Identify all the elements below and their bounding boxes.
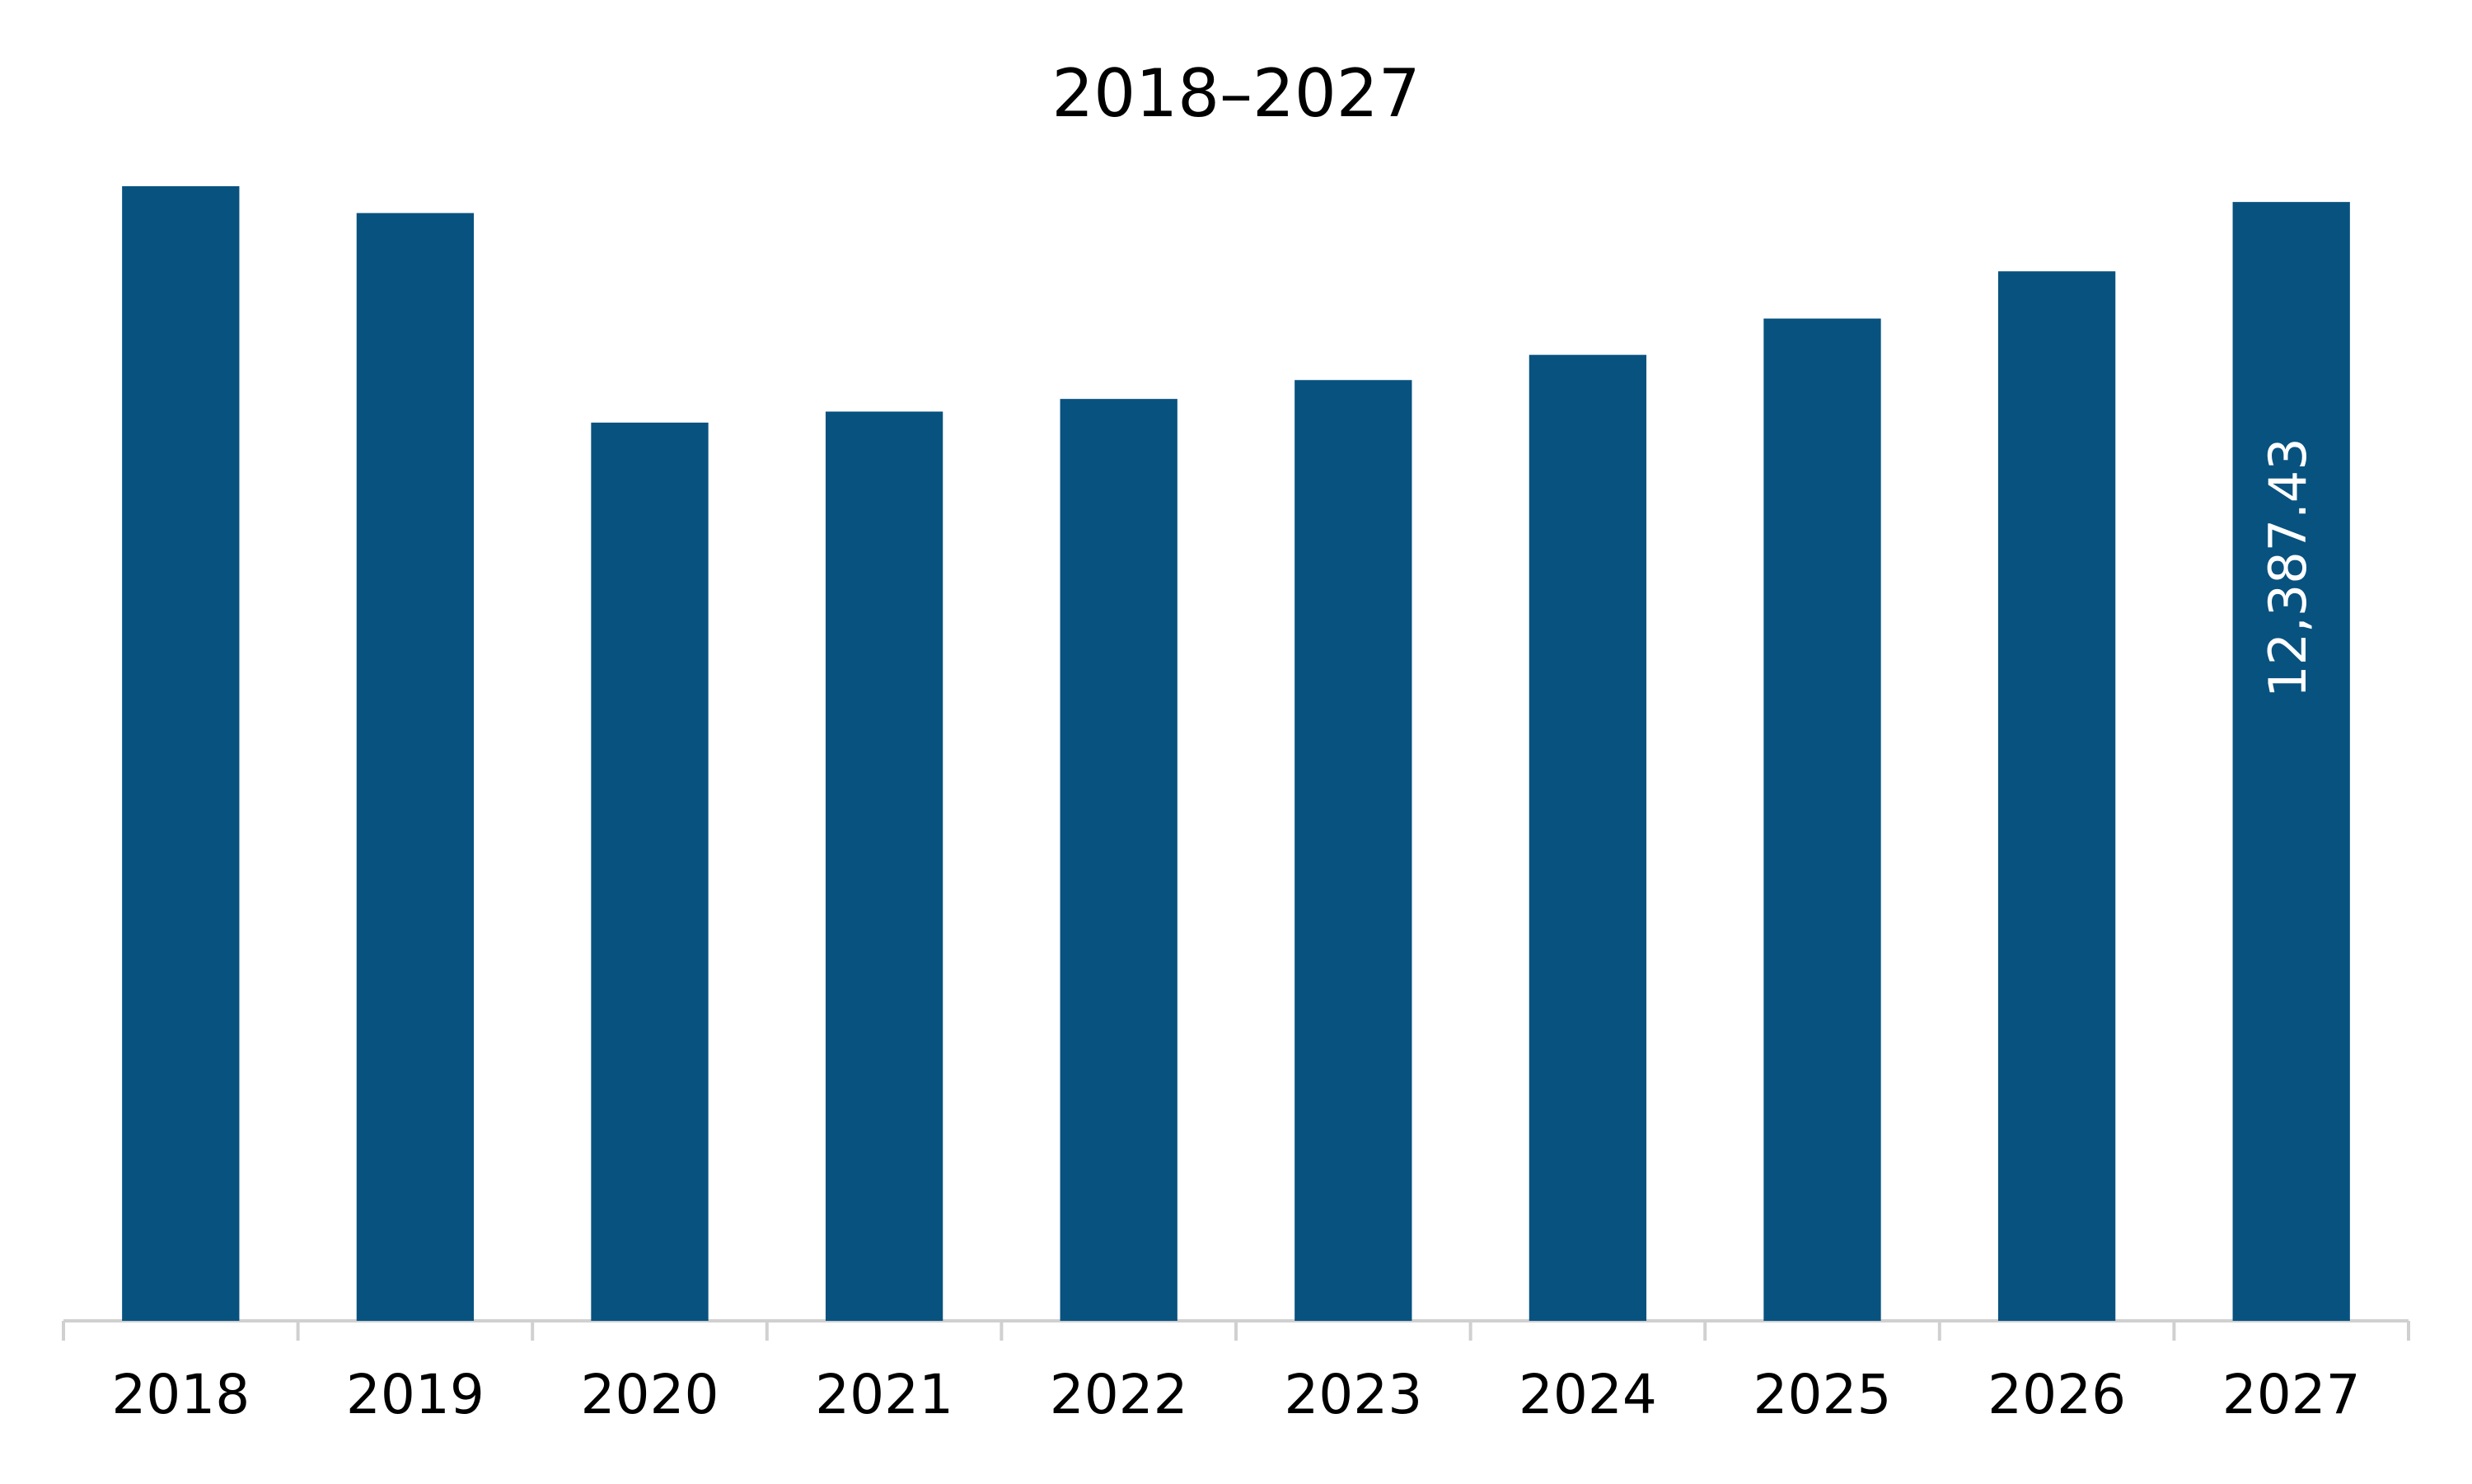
- bar: [356, 213, 475, 1321]
- x-tick-label: 2023: [1284, 1363, 1422, 1426]
- x-tick-label: 2018: [111, 1363, 250, 1426]
- bar: [2232, 202, 2350, 1321]
- bar: [1997, 271, 2116, 1321]
- x-tick-label: 2025: [1753, 1363, 1892, 1426]
- chart-title: 2018–2027: [1051, 55, 1420, 132]
- x-tick-label: 2021: [815, 1363, 953, 1426]
- x-tick-label: 2024: [1519, 1363, 1657, 1426]
- x-tick-label: 2020: [581, 1363, 719, 1426]
- bar: [591, 422, 709, 1321]
- bar: [1295, 380, 1412, 1321]
- x-tick-label: 2027: [2222, 1363, 2361, 1426]
- value-label: 12,387.43: [2258, 438, 2318, 698]
- x-tick-label: 2019: [346, 1363, 485, 1426]
- x-tick-label: 2026: [1987, 1363, 2126, 1426]
- bar: [122, 186, 240, 1321]
- bar: [1529, 354, 1647, 1322]
- bar: [1060, 399, 1177, 1322]
- bar: [825, 411, 943, 1321]
- x-tick-label: 2022: [1050, 1363, 1188, 1426]
- bar: [1763, 318, 1881, 1321]
